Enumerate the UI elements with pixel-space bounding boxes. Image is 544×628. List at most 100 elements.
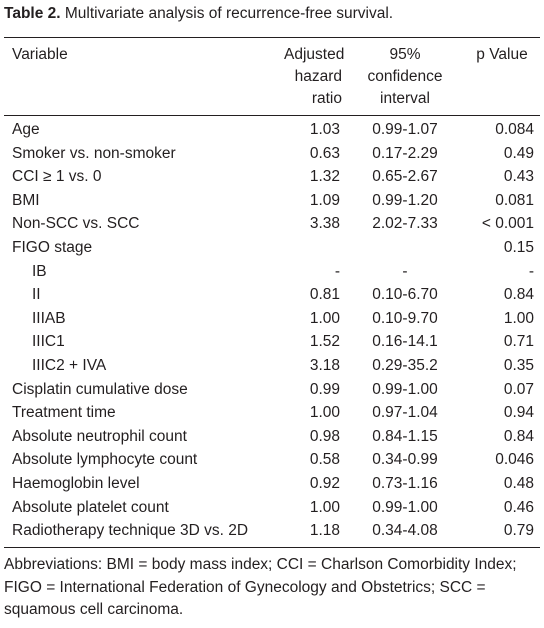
header-text: ratio	[311, 90, 342, 107]
table-cell: -	[334, 262, 340, 280]
table-cell: 1.18	[309, 522, 340, 540]
table-row: Smoker vs. non-smoker 0.63 0.17-2.29 0.49	[4, 142, 540, 166]
table-row: CCI ≥ 1 vs. 0 1.32 0.65-2.67 0.43	[4, 165, 540, 189]
table-cell: Absolute lymphocyte count	[12, 451, 198, 469]
table-cell: 0.63	[309, 144, 340, 162]
table-cell: Non-SCC vs. SCC	[12, 215, 140, 233]
table-title: Table 2. Multivariate analysis of recurr…	[4, 4, 540, 24]
table-cell: 0.99-1.00	[372, 498, 438, 516]
table-cell: 0.081	[495, 191, 534, 209]
table-cell: 0.71	[503, 333, 534, 351]
header-text: interval	[380, 90, 430, 107]
table-cell: 0.084	[495, 121, 534, 138]
table-cell: 0.98	[309, 427, 340, 445]
header-text: 95%	[389, 46, 421, 63]
table-cell: 0.07	[503, 380, 534, 398]
table-cell: Age	[12, 121, 40, 138]
table-cell: Absolute platelet count	[12, 498, 169, 516]
table-cell: Smoker vs. non-smoker	[12, 144, 176, 162]
table-cell: 1.00	[309, 309, 340, 327]
table-cell: 0.29-35.2	[372, 356, 438, 374]
table-cell: BMI	[12, 191, 40, 209]
table-body: Age 1.03 0.99-1.07 0.084 Smoker vs. non-smok…	[4, 116, 540, 548]
header-cell: Variable	[4, 37, 280, 116]
table-cell: 0.92	[309, 474, 340, 492]
table-cell: 1.32	[309, 168, 340, 186]
table-cell: 0.15	[503, 238, 534, 256]
table-row: Absolute lymphocyte count 0.58 0.34-0.99 0.…	[4, 448, 540, 472]
table-cell: 0.97-1.04	[372, 404, 438, 422]
table-cell: 0.84-1.15	[372, 427, 438, 445]
table-cell: 0.49	[503, 144, 534, 162]
table-cell: 0.99	[309, 380, 340, 398]
table-cell: 0.94	[503, 404, 534, 422]
table-row: IB - - -	[4, 260, 540, 284]
table-cell: 0.35	[503, 356, 534, 374]
header-cell: 95% confidence interval	[346, 37, 464, 116]
table-cell: 1.03	[309, 121, 340, 138]
table-cell: 0.79	[503, 522, 534, 540]
table-cell: CCI ≥ 1 vs. 0	[12, 168, 102, 186]
table-cell: 0.99-1.07	[372, 121, 438, 138]
table-cell: Absolute neutrophil count	[12, 427, 187, 445]
footnote: Abbreviations: BMI = body mass index; CC…	[4, 556, 517, 618]
header-text: confidence	[367, 68, 443, 85]
table-row: Haemoglobin level 0.92 0.73-1.16 0.48	[4, 472, 540, 496]
table-caption: Multivariate analysis of recurrence-free…	[64, 5, 394, 22]
table-cell	[280, 236, 346, 260]
table-cell: 0.99-1.20	[372, 191, 438, 209]
table-cell: 0.48	[503, 474, 534, 492]
table-row: Treatment time 1.00 0.97-1.04 0.94	[4, 401, 540, 425]
table-cell: II	[32, 286, 41, 304]
table-cell: IIIAB	[32, 309, 66, 327]
header-text: hazard	[294, 68, 342, 85]
table-cell: 0.10-9.70	[372, 309, 438, 327]
table-row: Absolute neutrophil count 0.98 0.84-1.15 0.…	[4, 425, 540, 449]
table-cell: 2.02-7.33	[372, 215, 438, 233]
table-cell: 1.00	[503, 309, 534, 327]
table-cell: 0.84	[503, 427, 534, 445]
header-cell: p Value	[464, 37, 540, 116]
table-cell: IB	[32, 262, 47, 280]
table-row: IIIC2 + IVA 3.18 0.29-35.2 0.35	[4, 354, 540, 378]
table-cell: 0.99-1.00	[372, 380, 438, 398]
table-row: Cisplatin cumulative dose 0.99 0.99-1.00 0.…	[4, 378, 540, 402]
table-cell: 1.52	[309, 333, 340, 351]
header-text: Variable	[12, 46, 68, 63]
table-row: FIGO stage 0.15	[4, 236, 540, 260]
table-cell: -	[402, 262, 408, 280]
table-row: Non-SCC vs. SCC 3.38 2.02-7.33 < 0.001	[4, 212, 540, 236]
table-cell: 0.84	[503, 286, 534, 304]
table-label: Table 2.	[4, 5, 61, 22]
table-cell: 0.81	[309, 286, 340, 304]
table-row: Radiotherapy technique 3D vs. 2D 1.18 0.34…	[4, 519, 540, 547]
table-row: IIIAB 1.00 0.10-9.70 1.00	[4, 307, 540, 331]
table-cell: 0.046	[495, 451, 534, 469]
table-cell: FIGO stage	[12, 238, 93, 256]
table-cell: -	[528, 262, 534, 280]
table-cell: Haemoglobin level	[12, 474, 140, 492]
table-cell: 0.43	[503, 168, 534, 186]
table-cell: IIIC1	[32, 333, 65, 351]
table-row: Age 1.03 0.99-1.07 0.084	[4, 116, 540, 142]
table-row: IIIC1 1.52 0.16-14.1 0.71	[4, 330, 540, 354]
header-row: Variable Adjusted hazard ratio 95% confidence…	[4, 37, 540, 116]
table-cell: 0.73-1.16	[372, 474, 438, 492]
table-cell: 0.10-6.70	[372, 286, 438, 304]
results-table: Variable Adjusted hazard ratio 95% confidence…	[4, 37, 540, 548]
table-cell: 0.17-2.29	[372, 144, 438, 162]
table-cell: IIIC2 + IVA	[32, 356, 107, 374]
table-cell: 0.46	[503, 498, 534, 516]
table-cell	[346, 236, 464, 260]
table-cell: Treatment time	[12, 404, 116, 422]
table-cell: 0.16-14.1	[372, 333, 438, 351]
table-row: BMI 1.09 0.99-1.20 0.081	[4, 189, 540, 213]
table-cell: 0.34-4.08	[372, 522, 438, 540]
table-cell: 1.00	[309, 404, 340, 422]
header-text: Adjusted	[284, 46, 345, 63]
table-cell: Radiotherapy technique 3D vs. 2D	[12, 522, 249, 540]
table-cell: < 0.001	[481, 215, 534, 233]
table-cell: Cisplatin cumulative dose	[12, 380, 188, 398]
table-cell: 0.65-2.67	[372, 168, 438, 186]
